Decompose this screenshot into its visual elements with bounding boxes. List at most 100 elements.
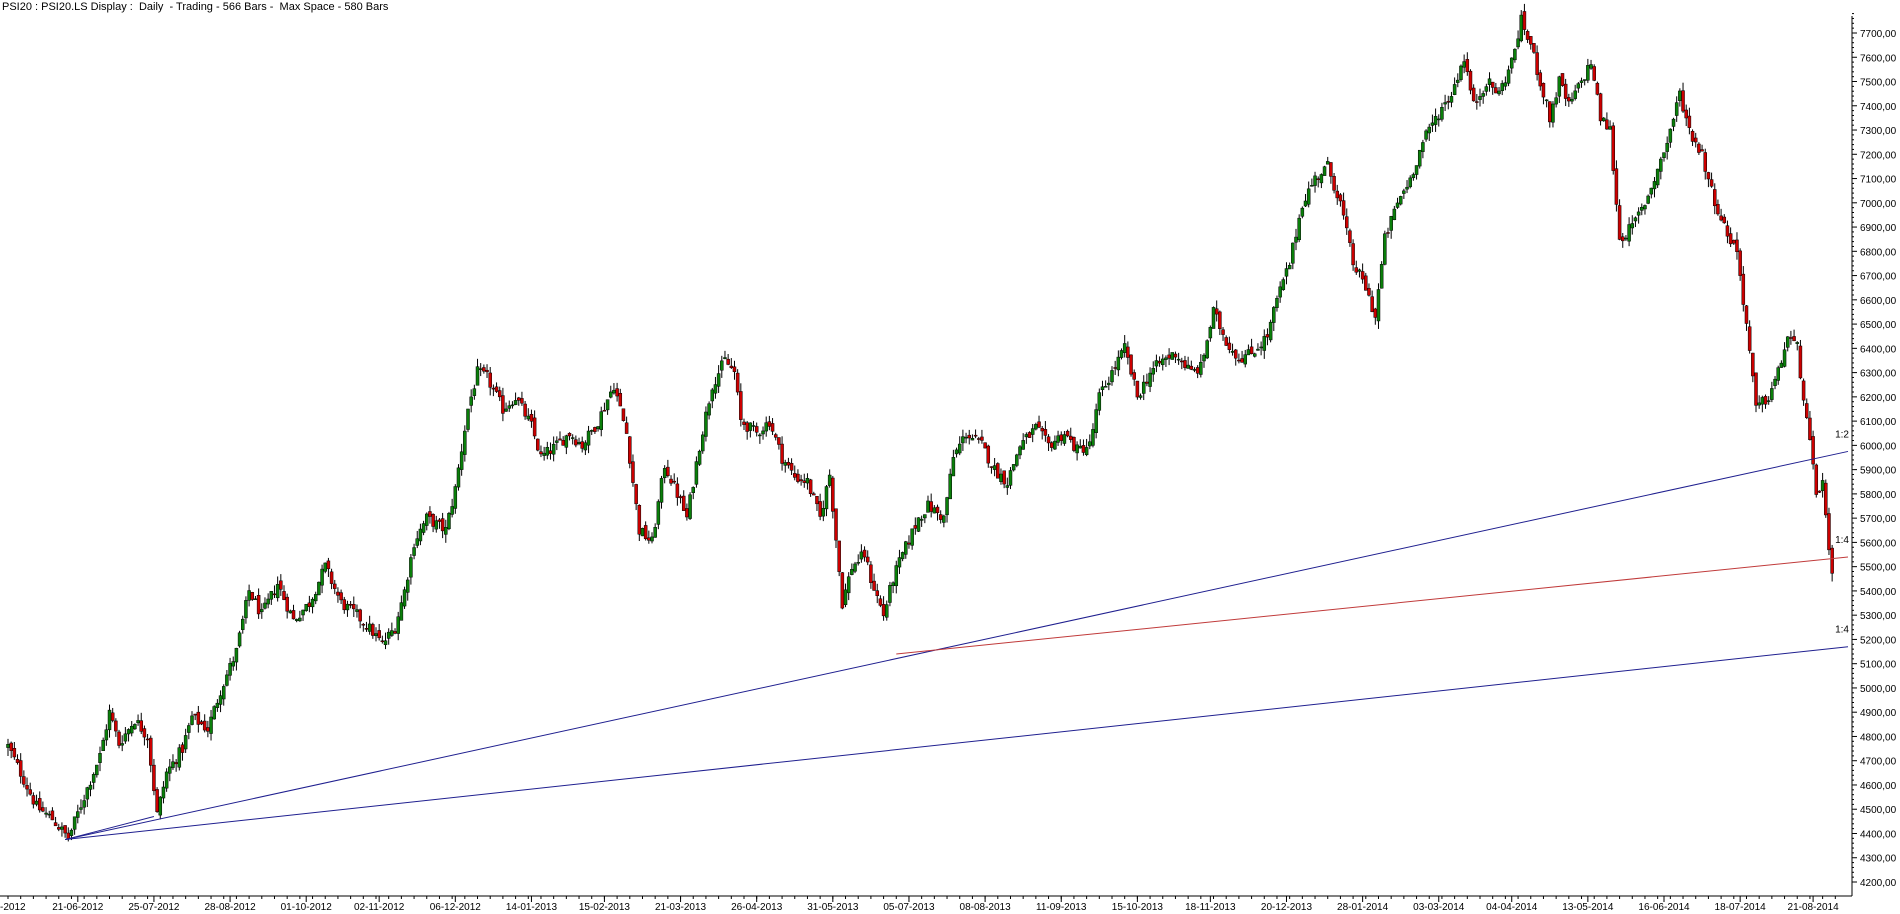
date-tick-label: 21-08-2014 — [1788, 902, 1840, 913]
candle-body — [1275, 298, 1279, 308]
candle — [796, 469, 800, 484]
candle-body — [412, 547, 416, 556]
candle-body — [171, 761, 175, 768]
candle-body — [364, 628, 369, 630]
candle — [672, 473, 676, 485]
candle — [1069, 427, 1073, 443]
candle — [1760, 395, 1765, 413]
candle-body — [580, 441, 584, 449]
candle-body — [777, 437, 781, 445]
candle — [1513, 48, 1517, 63]
candle-body — [1268, 321, 1273, 341]
candle-body — [298, 617, 302, 622]
candle — [758, 433, 762, 444]
candle — [1586, 58, 1590, 84]
candle — [22, 770, 26, 788]
candle-body — [142, 728, 147, 738]
candle-body — [1205, 340, 1209, 359]
candle-body — [786, 462, 791, 466]
candle — [1659, 156, 1663, 180]
candle — [1681, 82, 1685, 113]
candle — [18, 753, 23, 784]
candle-body — [145, 738, 150, 741]
candle — [536, 438, 540, 452]
candle — [935, 504, 940, 521]
candle-body — [735, 372, 740, 393]
candle — [885, 600, 889, 621]
candle — [716, 365, 721, 393]
trendline — [896, 556, 1849, 655]
candle — [954, 447, 959, 458]
trendline-label: 1:4 — [1835, 625, 1849, 636]
candle-body — [1433, 116, 1438, 125]
candle — [313, 591, 318, 605]
candle-body — [751, 425, 756, 427]
candle-body — [358, 609, 362, 622]
candle — [377, 623, 381, 641]
candle — [1827, 507, 1831, 556]
candle — [1709, 172, 1714, 188]
candle-body — [12, 748, 17, 758]
candle — [1119, 348, 1124, 360]
candle — [558, 431, 562, 441]
candle-body — [152, 764, 156, 792]
candle-body — [1776, 367, 1780, 381]
candle-body — [856, 562, 860, 564]
candle-body — [1189, 365, 1194, 370]
candle — [1452, 77, 1457, 96]
candle — [1135, 380, 1140, 400]
candle — [352, 596, 356, 618]
candle-body — [904, 541, 908, 555]
candle — [1357, 268, 1362, 278]
candle-body — [440, 518, 445, 532]
candle — [1256, 343, 1260, 351]
candle — [336, 587, 340, 603]
candle — [425, 512, 429, 531]
candle-body — [1747, 326, 1752, 351]
candle — [1322, 165, 1327, 176]
candle-body — [1129, 354, 1133, 375]
candle-body — [431, 513, 435, 527]
candle — [1402, 188, 1406, 199]
candle-body — [1221, 329, 1225, 335]
candle — [570, 434, 575, 445]
candle — [1189, 360, 1194, 371]
candle — [1100, 380, 1105, 397]
candle — [418, 523, 423, 546]
candle-body — [675, 483, 680, 498]
candle-body — [1497, 90, 1501, 95]
candle-body — [329, 571, 334, 584]
candle — [1233, 348, 1238, 366]
candle — [948, 468, 952, 500]
date-tick-label: 21-06-2012 — [52, 902, 104, 913]
candle — [650, 532, 654, 544]
candle-body — [859, 551, 864, 560]
candle-body — [612, 389, 616, 394]
candle — [1221, 327, 1225, 341]
candle-body — [434, 520, 439, 530]
candle — [1227, 336, 1232, 354]
candle-body — [1325, 161, 1330, 165]
candle-body — [1598, 93, 1603, 122]
candle — [323, 562, 327, 574]
candle — [1389, 215, 1393, 239]
candle — [977, 436, 981, 444]
candle — [1059, 431, 1063, 446]
candle — [466, 408, 470, 433]
candle-body — [983, 442, 987, 449]
candle — [393, 628, 397, 635]
candle — [1779, 360, 1784, 368]
candle-body — [1161, 358, 1165, 366]
candle — [821, 500, 826, 522]
candle — [114, 718, 118, 737]
candle-body — [371, 624, 375, 636]
candle-body — [472, 388, 477, 396]
candle-body — [615, 388, 619, 397]
candle-body — [1306, 188, 1311, 205]
candle-body — [1824, 482, 1828, 516]
candle-body — [1427, 126, 1431, 134]
candle-body — [558, 438, 562, 441]
candle — [729, 358, 734, 369]
candle — [1043, 421, 1048, 442]
